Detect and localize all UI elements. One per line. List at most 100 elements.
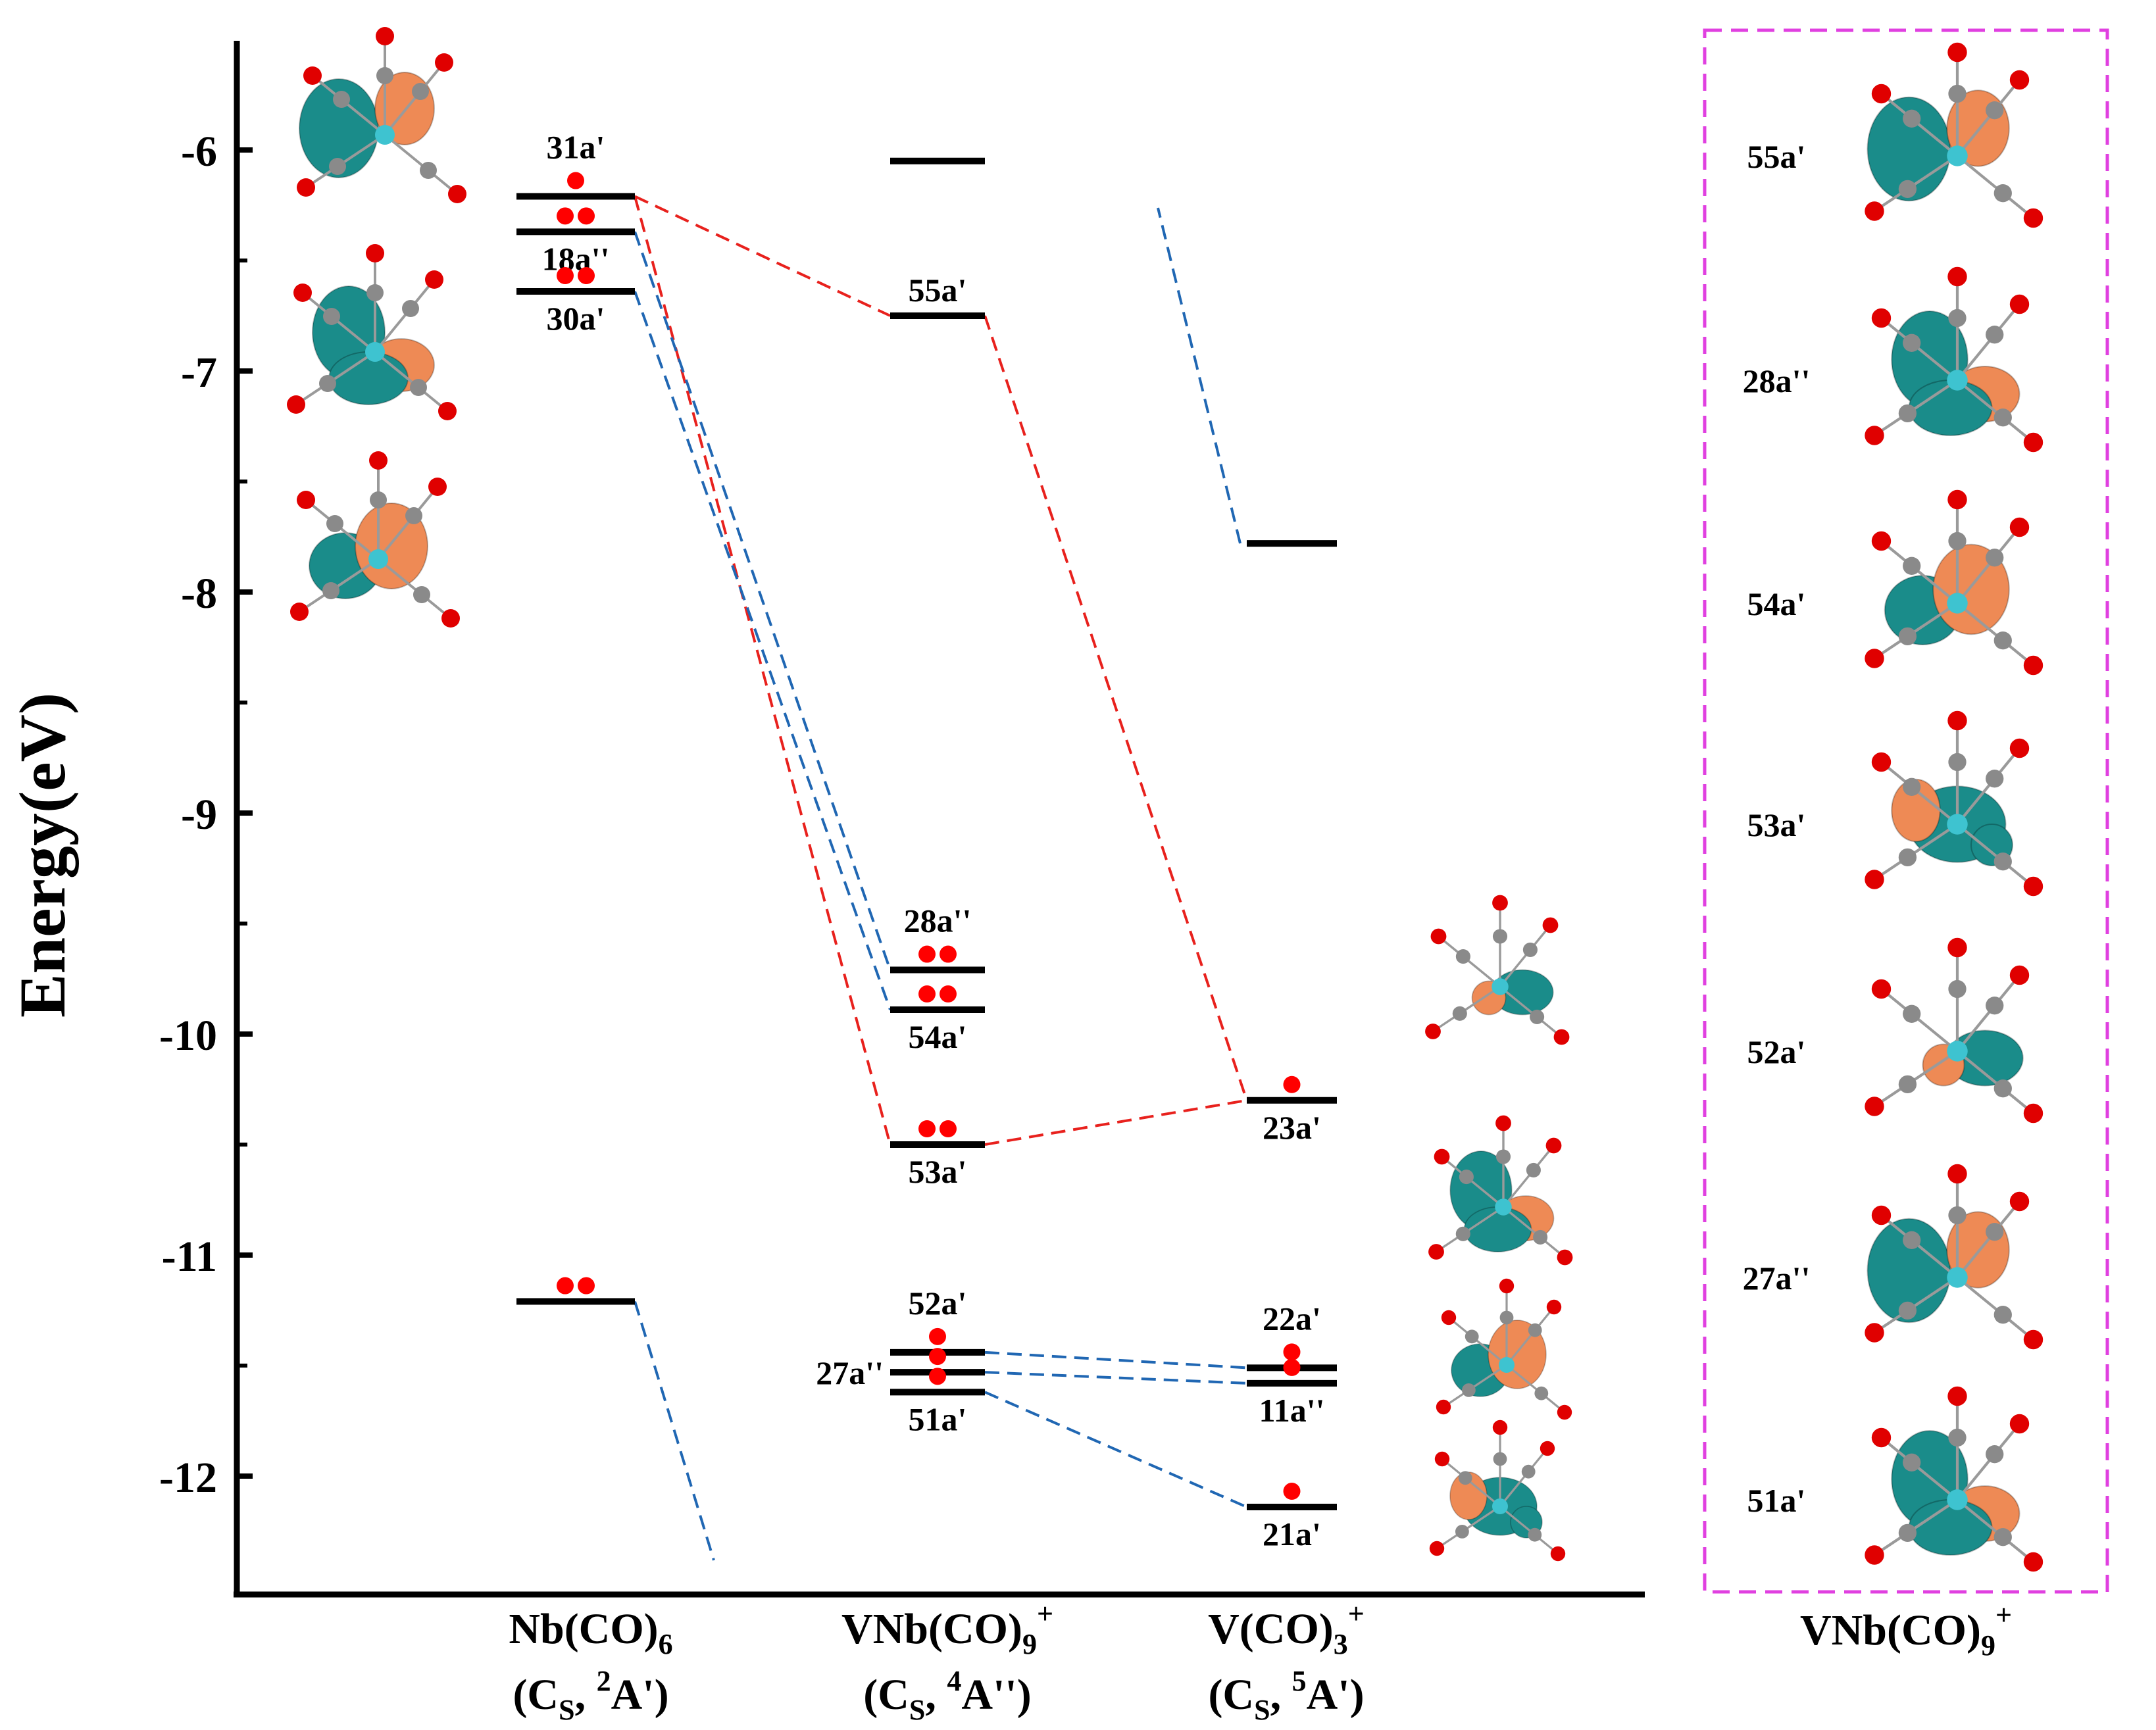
carbon-atom	[1948, 309, 1967, 328]
carbon-atom	[319, 375, 336, 392]
orbital-label: 22a'	[1263, 1300, 1321, 1337]
bond	[1880, 92, 1959, 157]
bond	[1956, 79, 2021, 157]
carbon-atom	[1903, 109, 1921, 128]
oxygen-atom	[376, 27, 394, 45]
bond	[1873, 823, 1959, 881]
orbital-label: 52a'	[909, 1285, 967, 1322]
carbon-atom	[329, 158, 346, 175]
correlation-line	[634, 196, 891, 1145]
oxygen-atom	[1947, 489, 1967, 510]
carbon-atom	[402, 300, 419, 317]
carbon-atom	[1898, 848, 1917, 867]
orbital-isosurface	[1425, 895, 1570, 1045]
oxygen-atom	[1947, 1386, 1967, 1406]
carbon-atom	[1533, 1229, 1548, 1245]
oxygen-atom	[1865, 426, 1884, 445]
electron	[578, 267, 595, 285]
correlation-line	[984, 1391, 1247, 1508]
oxygen-atom	[366, 244, 384, 262]
molecule-name: Nb(CO)6	[509, 1605, 672, 1660]
oxygen-atom	[2009, 1414, 2030, 1434]
positive-lobe	[1908, 1498, 1993, 1556]
molecule-name: VNb(CO)9+	[841, 1598, 1053, 1660]
metal-atom	[1947, 145, 1968, 166]
molecule-name: V(CO)3+	[1208, 1598, 1365, 1660]
carbon-atom	[1526, 1162, 1541, 1177]
oxygen-atom	[1865, 649, 1884, 668]
bond	[1873, 1498, 1959, 1556]
panel-orbital-label: 51a'	[1747, 1482, 1806, 1519]
orbital-label: 11a''	[1259, 1392, 1324, 1429]
positive-lobe	[1463, 1206, 1532, 1252]
carbon-atom	[1993, 408, 2012, 427]
bond	[1880, 539, 1959, 605]
carbon-atom	[1948, 753, 1967, 772]
bond	[1956, 1050, 2034, 1115]
panel-orbital-label: 55a'	[1747, 138, 1806, 175]
carbon-atom	[1986, 549, 2004, 567]
bond	[311, 74, 386, 136]
metal-atom	[1947, 1267, 1968, 1288]
bond	[1956, 155, 2034, 220]
oxygen-atom	[1495, 1115, 1511, 1131]
carbon-atom	[1903, 556, 1921, 575]
carbon-atom	[1462, 1383, 1476, 1397]
carbon-atom	[1898, 1301, 1917, 1320]
metal-atom	[1499, 1357, 1515, 1373]
metal-atom	[1492, 1498, 1508, 1514]
oxygen-atom	[2009, 517, 2030, 537]
metal-atom	[1947, 1041, 1968, 1062]
bond	[1438, 935, 1501, 988]
electron	[578, 207, 595, 225]
oxygen-atom	[287, 395, 305, 414]
oxygen-atom	[1499, 1278, 1515, 1294]
bond	[1956, 379, 2034, 444]
electron	[940, 945, 957, 963]
oxygen-atom	[1550, 1546, 1566, 1562]
carbon-atom	[1495, 1149, 1511, 1164]
bond	[1956, 747, 2021, 826]
bond	[1880, 987, 1959, 1052]
oxygen-atom	[1434, 1149, 1450, 1165]
bond	[1956, 526, 2021, 605]
orbital-label: 23a'	[1263, 1109, 1321, 1146]
bond	[1436, 1206, 1504, 1253]
bond	[384, 61, 445, 136]
orbital-isosurface	[1865, 1386, 2043, 1572]
oxygen-atom	[1947, 937, 1967, 958]
carbon-atom	[1493, 1452, 1507, 1466]
electron	[918, 985, 936, 1003]
oxygen-atom	[1871, 979, 1892, 999]
carbon-atom	[1898, 1523, 1917, 1543]
oxygen-atom	[1436, 1399, 1451, 1415]
carbon-atom	[1948, 531, 1967, 551]
oxygen-atom	[1947, 42, 1967, 62]
bond	[1956, 303, 2021, 382]
bond	[1956, 823, 2034, 888]
carbon-atom	[366, 284, 384, 301]
bond	[1505, 1306, 1555, 1366]
bond	[1956, 1498, 2034, 1564]
carbon-atom	[1986, 997, 2004, 1015]
oxygen-atom	[1871, 531, 1892, 551]
oxygen-atom	[438, 402, 457, 420]
carbon-atom	[326, 515, 343, 532]
panel-orbital-label: 27a''	[1743, 1260, 1811, 1297]
orbital-label: 54a'	[909, 1018, 967, 1055]
oxygen-atom	[1492, 895, 1508, 911]
carbon-atom	[1993, 1079, 2012, 1098]
orbital-label: 18a''	[542, 240, 610, 277]
oxygen-atom	[1947, 710, 1967, 731]
electron	[1283, 1075, 1301, 1093]
bond	[1956, 974, 2021, 1052]
bond	[1436, 1505, 1501, 1550]
oxygen-atom	[1429, 1541, 1445, 1556]
oxygen-atom	[1947, 266, 1967, 287]
bond	[1499, 924, 1551, 988]
oxygen-atom	[297, 491, 315, 509]
carbon-atom	[370, 491, 387, 508]
oxygen-atom	[448, 185, 466, 203]
oxygen-atom	[369, 451, 388, 470]
y-tick-label: -11	[162, 1233, 217, 1281]
